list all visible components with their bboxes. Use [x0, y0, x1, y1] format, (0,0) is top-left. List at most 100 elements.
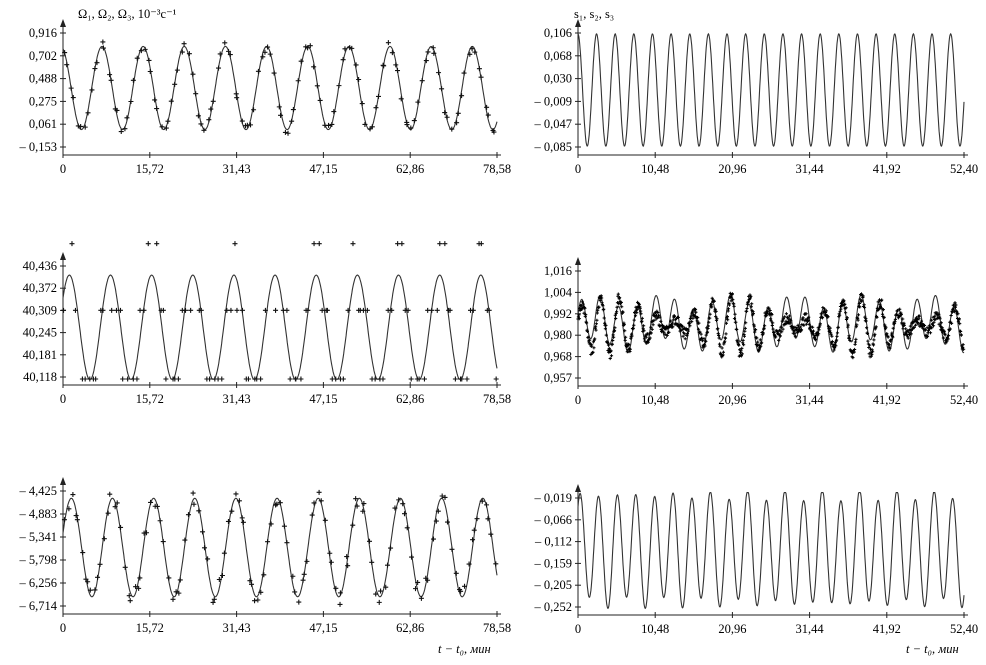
data-point	[444, 519, 450, 525]
x-tick-label: 0	[575, 622, 581, 636]
data-point	[198, 121, 204, 127]
data-point	[413, 586, 419, 592]
data-point	[375, 93, 381, 99]
data-point	[488, 531, 494, 537]
data-point	[61, 307, 67, 313]
data-point	[459, 376, 465, 382]
x-tick-label: 20,96	[718, 393, 746, 407]
data-point	[471, 527, 477, 533]
data-point	[229, 508, 235, 514]
data-point	[205, 556, 211, 562]
data-point	[261, 572, 267, 578]
data-point	[118, 524, 124, 530]
data-point	[353, 496, 359, 502]
data-point	[461, 70, 467, 76]
y-tick-label: 0,030	[544, 72, 572, 86]
y-tick-label: – 0,085	[534, 140, 573, 154]
data-point	[92, 66, 98, 72]
data-point	[425, 577, 431, 583]
data-point	[233, 491, 239, 497]
y-tick-label: 0,106	[544, 26, 572, 40]
data-point	[329, 121, 335, 127]
data-point	[290, 573, 296, 579]
data-point	[179, 49, 185, 55]
data-point	[262, 307, 268, 313]
y-tick-label: – 0,066	[534, 513, 573, 527]
data-point	[252, 598, 258, 604]
x-tick-label: 31,43	[223, 621, 251, 635]
x-tick-label: 10,48	[641, 393, 669, 407]
data-point	[258, 589, 264, 595]
data-point	[389, 50, 395, 56]
data-point	[493, 561, 499, 567]
data-point	[202, 545, 208, 551]
data-point	[228, 307, 234, 313]
data-point	[467, 51, 473, 57]
left-x-label: t − t₀, мин	[438, 642, 491, 656]
y-axis-arrow	[575, 484, 581, 492]
data-point	[134, 55, 140, 61]
data-point	[298, 376, 304, 382]
data-point	[293, 376, 299, 382]
x-tick-label: 15,72	[136, 621, 164, 635]
data-point	[342, 46, 348, 52]
data-point	[245, 376, 251, 382]
data-point	[466, 561, 472, 567]
data-point	[109, 307, 115, 313]
data-point	[64, 62, 70, 68]
data-point	[425, 49, 431, 55]
x-tick-label: 0	[60, 621, 66, 635]
data-point	[305, 307, 311, 313]
data-point	[148, 499, 154, 505]
data-point	[211, 596, 217, 602]
data-point	[268, 521, 274, 527]
y-tick-label: 40,436	[23, 259, 57, 273]
data-point	[258, 376, 264, 382]
data-point	[160, 539, 166, 545]
data-point	[322, 517, 328, 523]
data-point	[166, 575, 172, 581]
data-point	[157, 518, 163, 524]
data-point	[85, 110, 91, 116]
y-tick-label: 40,245	[23, 326, 57, 340]
data-point	[340, 57, 346, 63]
data-point	[174, 67, 180, 73]
data-point	[298, 58, 304, 64]
y-tick-label: 40,181	[23, 348, 57, 362]
data-point	[137, 575, 143, 581]
data-point	[190, 490, 196, 496]
data-point	[311, 241, 317, 247]
chart-right-bottom: – 0,019 – 0,066 – 0,112 – 0,159 – 0,205 – 0,2…	[534, 484, 978, 636]
data-point	[421, 376, 427, 382]
x-tick-label: 52,40	[950, 162, 978, 176]
data-point	[415, 99, 421, 105]
data-point	[130, 77, 136, 83]
data-point	[287, 376, 293, 382]
data-point	[354, 503, 360, 509]
y-tick-label: – 0,047	[534, 117, 573, 131]
data-point	[478, 241, 484, 247]
data-point	[182, 537, 188, 543]
data-point	[226, 48, 232, 54]
data-point	[484, 104, 490, 110]
data-point	[435, 508, 441, 514]
data-point	[249, 581, 255, 587]
data-point	[474, 516, 480, 522]
data-point	[404, 525, 410, 531]
x-tick-label: 41,92	[873, 162, 901, 176]
data-point	[411, 118, 417, 124]
data-point	[326, 122, 332, 128]
data-point	[128, 99, 134, 105]
data-point	[405, 307, 411, 313]
data-point	[452, 376, 458, 382]
data-point	[89, 87, 95, 93]
data-point	[133, 584, 139, 590]
x-tick-label: 47,15	[309, 392, 337, 406]
data-point	[271, 70, 277, 76]
data-point	[409, 554, 415, 560]
data-point	[314, 83, 320, 89]
y-tick-label: – 0,009	[534, 94, 573, 108]
y-tick-label: – 4,425	[19, 484, 58, 498]
